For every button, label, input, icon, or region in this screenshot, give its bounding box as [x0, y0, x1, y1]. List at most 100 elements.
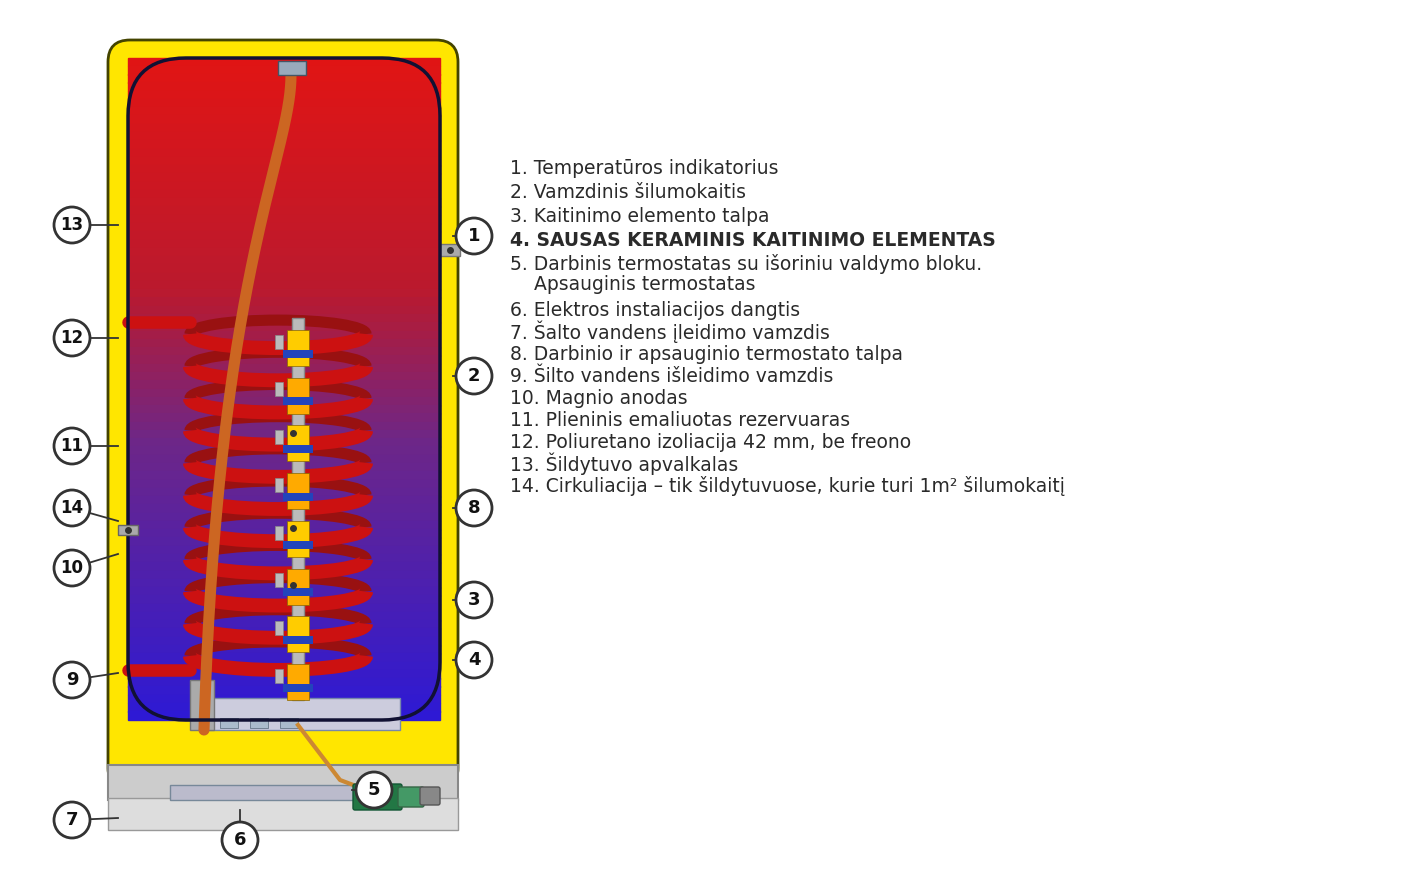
Bar — [128, 281, 439, 290]
FancyBboxPatch shape — [398, 787, 424, 807]
Bar — [292, 318, 304, 700]
Bar — [128, 512, 439, 521]
Bar — [128, 695, 439, 703]
Bar — [283, 493, 313, 501]
Bar — [128, 116, 439, 124]
Bar — [128, 330, 439, 339]
Bar — [128, 521, 439, 530]
Bar — [128, 488, 439, 497]
Bar — [128, 496, 439, 505]
Bar — [128, 256, 439, 265]
Bar — [128, 405, 439, 413]
Bar — [128, 140, 439, 149]
Bar — [287, 569, 309, 604]
Bar — [274, 383, 283, 397]
Text: 1. Temperatūros indikatorius: 1. Temperatūros indikatorius — [510, 159, 778, 178]
Bar — [128, 711, 439, 720]
Text: 11: 11 — [61, 437, 84, 455]
Bar — [128, 132, 439, 141]
Bar — [277, 61, 306, 75]
Circle shape — [356, 772, 392, 808]
Bar — [274, 621, 283, 635]
Text: 12: 12 — [61, 329, 84, 347]
Bar — [283, 684, 313, 692]
Circle shape — [456, 218, 492, 254]
Bar — [128, 430, 439, 439]
Bar — [128, 90, 439, 99]
Bar — [283, 636, 313, 644]
Text: 7. Šalto vandens įleidimo vamzdis: 7. Šalto vandens įleidimo vamzdis — [510, 321, 830, 343]
Text: 5. Darbinis termostatas su išoriniu valdymo bloku.: 5. Darbinis termostatas su išoriniu vald… — [510, 254, 983, 274]
FancyBboxPatch shape — [353, 784, 402, 810]
Bar — [128, 173, 439, 182]
Bar — [128, 380, 439, 389]
Text: 9. Šilto vandens išleidimo vamzdis: 9. Šilto vandens išleidimo vamzdis — [510, 366, 833, 385]
Bar — [274, 478, 283, 492]
Bar — [128, 339, 439, 348]
Bar — [128, 479, 439, 488]
Bar — [128, 198, 439, 207]
Bar — [128, 505, 439, 513]
Circle shape — [222, 822, 257, 858]
Bar — [128, 463, 439, 472]
Bar — [128, 645, 439, 653]
Bar — [128, 248, 439, 257]
Circle shape — [54, 550, 90, 586]
Circle shape — [456, 490, 492, 526]
Bar — [283, 397, 313, 406]
Bar — [287, 426, 309, 462]
Circle shape — [54, 320, 90, 356]
Circle shape — [54, 490, 90, 526]
Bar — [287, 473, 309, 509]
Bar — [274, 335, 283, 349]
Bar — [128, 74, 439, 83]
Bar — [128, 604, 439, 612]
Bar — [280, 718, 299, 728]
FancyBboxPatch shape — [108, 40, 458, 790]
Bar — [283, 589, 313, 597]
Text: 8. Darbinio ir apsauginio termostato talpa: 8. Darbinio ir apsauginio termostato tal… — [510, 344, 903, 364]
Bar — [128, 554, 439, 562]
Bar — [128, 239, 439, 248]
Text: 12. Poliuretano izoliacija 42 mm, be freono: 12. Poliuretano izoliacija 42 mm, be fre… — [510, 433, 912, 451]
Text: 1: 1 — [468, 227, 481, 245]
Bar — [128, 612, 439, 621]
Bar — [108, 798, 458, 830]
Bar — [128, 314, 439, 322]
Bar — [128, 289, 439, 298]
Bar — [287, 330, 309, 366]
Bar — [128, 562, 439, 571]
Bar — [128, 438, 439, 447]
Bar — [191, 680, 213, 730]
Bar — [128, 570, 439, 579]
Bar — [274, 526, 283, 540]
Text: 8: 8 — [468, 499, 481, 517]
Bar — [128, 670, 439, 679]
Text: 13. Šildytuvo apvalkalas: 13. Šildytuvo apvalkalas — [510, 453, 738, 476]
Bar — [128, 272, 439, 281]
Text: 14. Cirkuliacija – tik šildytuvuose, kurie turi 1m² šilumokaitį: 14. Cirkuliacija – tik šildytuvuose, kur… — [510, 476, 1065, 496]
Bar — [128, 397, 439, 406]
Bar — [128, 223, 439, 232]
Bar — [128, 124, 439, 132]
Bar — [128, 306, 439, 314]
Bar — [128, 265, 439, 273]
Bar — [128, 372, 439, 381]
Bar — [128, 678, 439, 687]
Bar — [128, 157, 439, 166]
Bar — [287, 617, 309, 653]
Text: 2: 2 — [468, 367, 481, 385]
Bar — [128, 637, 439, 646]
Bar — [128, 231, 439, 240]
Bar — [128, 529, 439, 538]
Bar — [108, 765, 458, 800]
Text: 13: 13 — [61, 216, 84, 234]
Circle shape — [54, 428, 90, 464]
Bar — [274, 574, 283, 588]
Bar — [128, 579, 439, 588]
Text: 6. Elektros instaliacijos dangtis: 6. Elektros instaliacijos dangtis — [510, 300, 801, 320]
Bar — [128, 149, 439, 158]
Bar — [128, 107, 439, 116]
Bar — [128, 546, 439, 555]
Text: 7: 7 — [65, 811, 78, 829]
